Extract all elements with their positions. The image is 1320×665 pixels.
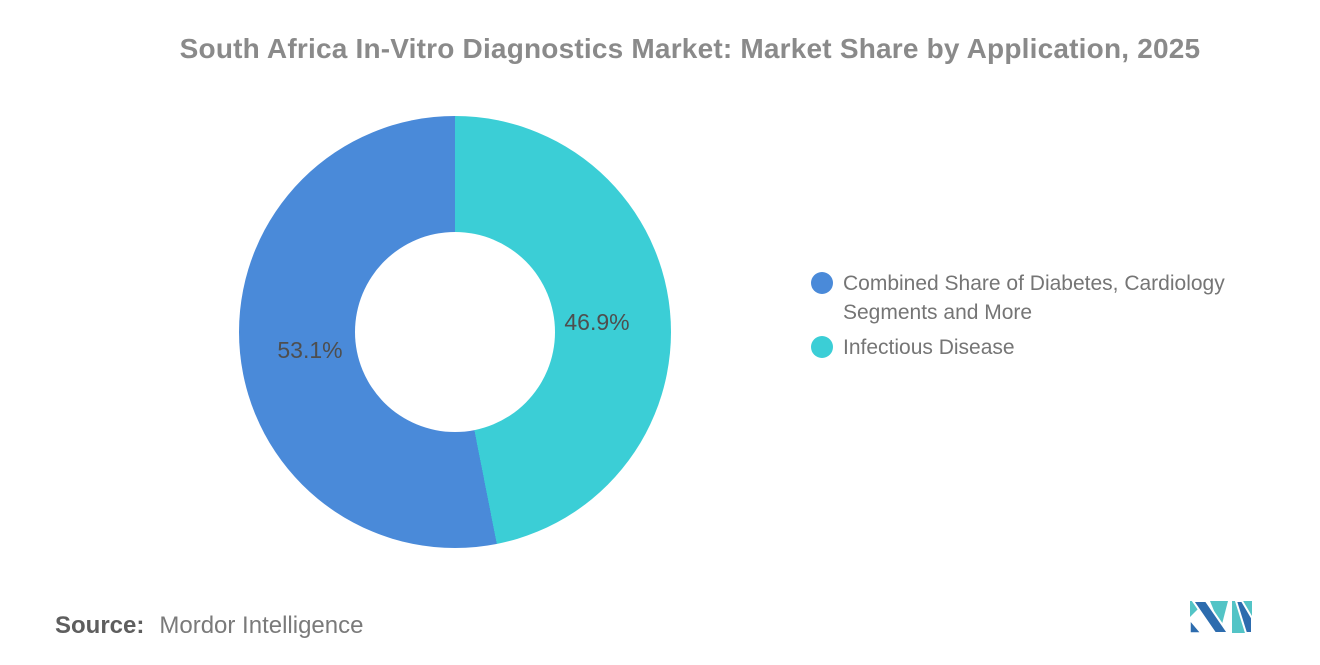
legend-label-combined-share: Combined Share of Diabetes, Cardiology S… bbox=[843, 272, 1225, 324]
donut-hole bbox=[355, 232, 555, 432]
legend-item-infectious-disease: Infectious Disease bbox=[811, 333, 1271, 362]
chart-title: South Africa In-Vitro Diagnostics Market… bbox=[179, 33, 1201, 64]
data-label-infectious-disease: 46.9% bbox=[564, 309, 630, 335]
legend-item-combined-share: Combined Share of Diabetes, Cardiology S… bbox=[811, 269, 1271, 327]
mordor-intelligence-logo-icon bbox=[1190, 600, 1253, 634]
data-label-combined-share: 53.1% bbox=[277, 337, 343, 363]
legend: Combined Share of Diabetes, Cardiology S… bbox=[811, 269, 1271, 362]
source-label: Source: bbox=[55, 612, 145, 639]
legend-swatch-combined-share bbox=[811, 272, 833, 294]
donut-chart bbox=[239, 116, 671, 548]
legend-swatch-infectious-disease bbox=[811, 336, 833, 358]
source-attribution: Source: Mordor Intelligence bbox=[55, 612, 363, 640]
source-value: Mordor Intelligence bbox=[159, 612, 364, 639]
legend-label-infectious-disease: Infectious Disease bbox=[843, 336, 1015, 359]
